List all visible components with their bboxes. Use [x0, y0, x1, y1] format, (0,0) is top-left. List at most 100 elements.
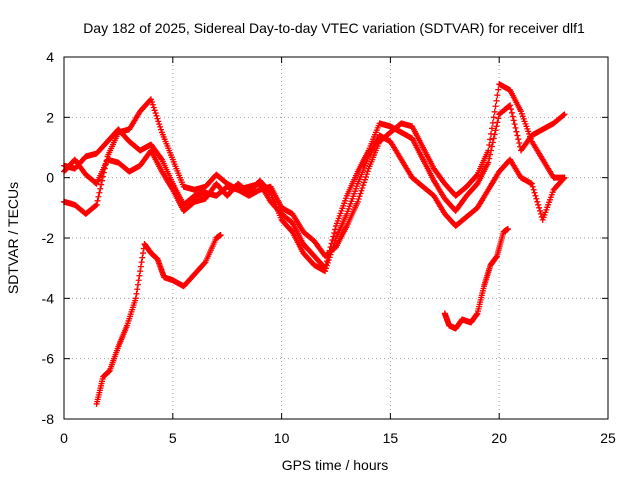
data-point	[102, 161, 109, 168]
data-point	[493, 123, 500, 130]
data-point	[490, 135, 497, 142]
data-point	[489, 139, 496, 146]
data-point	[473, 172, 480, 179]
x-tick-label: 0	[60, 430, 68, 446]
data-point	[507, 102, 514, 109]
data-point	[139, 254, 146, 261]
data-point	[355, 196, 362, 203]
data-point	[324, 259, 331, 266]
data-point	[140, 250, 147, 257]
data-point	[101, 165, 108, 172]
data-point	[151, 107, 158, 114]
data-point	[515, 136, 522, 143]
data-point	[535, 201, 542, 208]
data-point	[516, 139, 523, 146]
data-point	[92, 202, 99, 209]
data-point	[356, 193, 363, 200]
data-point	[536, 204, 543, 211]
data-point	[150, 104, 157, 111]
data-point	[488, 125, 495, 132]
data-point	[486, 141, 493, 148]
data-point	[507, 106, 514, 113]
data-point	[94, 197, 101, 204]
data-point	[491, 108, 498, 115]
x-tick-labels: 0 5 10 15 20 25	[60, 430, 616, 446]
data-point	[561, 174, 568, 181]
y-tick-label: -8	[42, 411, 55, 427]
data-point	[489, 119, 496, 126]
data-point	[157, 123, 164, 130]
data-point	[360, 182, 367, 189]
data-series	[441, 225, 511, 332]
data-point	[362, 176, 369, 183]
data-point	[513, 128, 520, 135]
data-point	[358, 187, 365, 194]
y-tick-labels: -8 -6 -4 -2 0 2 4	[42, 49, 55, 427]
data-point	[492, 103, 499, 110]
data-point	[155, 118, 162, 125]
data-point	[533, 195, 540, 202]
data-point	[492, 127, 499, 134]
data-point	[96, 189, 103, 196]
data-point	[560, 112, 567, 119]
data-point	[137, 268, 144, 275]
data-point	[485, 159, 492, 166]
data-point	[537, 210, 544, 217]
x-tick-label: 15	[383, 430, 399, 446]
data-point	[488, 130, 495, 137]
data-point	[509, 113, 516, 120]
data-point	[156, 121, 163, 128]
data-point	[487, 136, 494, 143]
y-axis-label: SDTVAR / TECUs	[5, 182, 21, 294]
data-point	[132, 295, 139, 302]
y-tick-label: 4	[46, 49, 54, 65]
data-point	[325, 257, 332, 264]
data-point	[323, 265, 330, 272]
axis-ticks	[63, 56, 609, 420]
data-point	[158, 155, 165, 162]
data-point	[99, 173, 106, 180]
data-point	[490, 114, 497, 121]
data-point	[133, 290, 140, 297]
data-point	[158, 126, 165, 133]
data-point	[97, 185, 104, 192]
data-point	[322, 268, 329, 275]
y-tick-label: -4	[42, 290, 55, 306]
data-point	[494, 92, 501, 99]
data-point	[99, 177, 106, 184]
chart-title: Day 182 of 2025, Sidereal Day-to-day VTE…	[83, 20, 585, 36]
data-point	[511, 121, 518, 128]
data-point	[354, 198, 361, 205]
data-point	[95, 193, 102, 200]
data-point	[332, 237, 339, 244]
data-point	[331, 229, 338, 236]
data-point	[508, 109, 515, 116]
data-series	[61, 81, 568, 260]
data-point	[495, 86, 502, 93]
data-point	[323, 262, 330, 269]
data-point	[103, 157, 110, 164]
data-point	[537, 207, 543, 214]
data-point	[514, 132, 521, 139]
data-point	[495, 115, 502, 122]
data-point	[359, 184, 366, 191]
data-point	[148, 98, 155, 105]
x-axis-label: GPS time / hours	[282, 457, 389, 473]
x-tick-label: 25	[600, 430, 616, 446]
data-point	[326, 254, 333, 261]
data-point	[534, 198, 541, 205]
data-point	[532, 192, 539, 199]
data-point	[485, 147, 492, 154]
y-tick-label: 0	[46, 170, 54, 186]
data-point	[362, 173, 369, 180]
data-series	[93, 231, 224, 407]
data-point	[154, 115, 161, 122]
data-series	[61, 102, 568, 272]
data-marks	[61, 81, 568, 407]
data-point	[135, 277, 142, 284]
data-point	[136, 272, 143, 279]
data-point	[134, 281, 141, 288]
data-point	[363, 171, 370, 178]
data-point	[529, 183, 536, 190]
